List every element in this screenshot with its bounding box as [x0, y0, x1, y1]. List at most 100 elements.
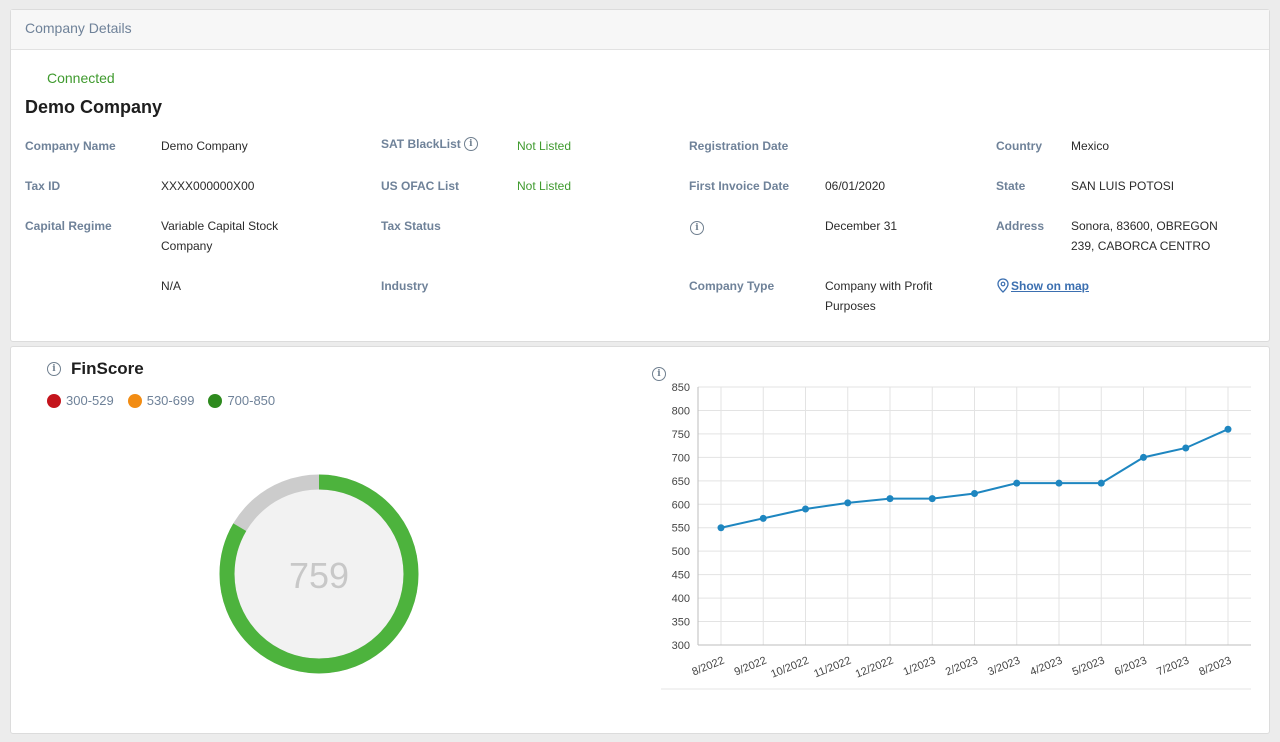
- data-point: [1224, 425, 1232, 433]
- finscore-card: i FinScore 300-529 530-699 700-850 759 i…: [10, 346, 1270, 734]
- sat-blacklist-value: Not Listed: [517, 139, 572, 153]
- chart-info: i: [652, 365, 666, 383]
- state-value: SAN LUIS POTOSI: [1071, 179, 1175, 193]
- first-invoice-date-label: First Invoice Date: [689, 179, 790, 193]
- x-tick-label: 11/2022: [812, 655, 853, 681]
- data-point: [1140, 453, 1147, 461]
- x-tick-label: 7/2023: [1155, 655, 1191, 679]
- show-on-map-link[interactable]: Show on map: [997, 278, 1089, 293]
- x-tick-label: 4/2023: [1028, 655, 1064, 679]
- tax-id-value: XXXX000000X00: [161, 179, 255, 193]
- country-label: Country: [996, 139, 1042, 153]
- show-on-map-label[interactable]: Show on map: [1011, 278, 1089, 293]
- gauge-center: [234, 489, 404, 659]
- legend-dot-low: [47, 393, 61, 408]
- y-tick-label: 400: [672, 593, 690, 605]
- finscore-gauge: 759: [219, 474, 419, 674]
- data-point: [1055, 479, 1063, 487]
- y-tick-label: 550: [672, 523, 690, 535]
- score-range-legend: 300-529 530-699 700-850: [47, 393, 275, 408]
- company-name-label: Company Name: [25, 139, 116, 153]
- y-tick-label: 650: [672, 476, 690, 488]
- sat-blacklist-label-group: SAT BlackList i: [381, 137, 478, 151]
- capital-regime-line-2: Company: [161, 239, 213, 253]
- registration-date-label: Registration Date: [689, 139, 789, 153]
- data-point: [844, 499, 852, 507]
- x-tick-label: 2/2023: [944, 655, 980, 679]
- x-tick-label: 8/2022: [690, 655, 726, 679]
- data-point: [1182, 444, 1190, 452]
- y-tick-label: 350: [672, 617, 690, 629]
- company-details-header: Company Details: [11, 10, 1269, 50]
- x-tick-label: 5/2023: [1071, 655, 1107, 679]
- address-line-1: Sonora, 83600, OBREGON: [1071, 219, 1218, 233]
- info-icon[interactable]: i: [463, 137, 478, 151]
- legend-item-mid: 530-699: [127, 393, 195, 408]
- legend-dot-mid: [127, 393, 142, 408]
- x-tick-label: 1/2023: [902, 655, 938, 679]
- legend-item-high: 700-850: [208, 393, 275, 408]
- country-value: Mexico: [1071, 139, 1110, 153]
- y-tick-label: 800: [672, 405, 690, 417]
- industry-label: Industry: [381, 279, 429, 293]
- na-value: N/A: [161, 279, 182, 293]
- company-name-value: Demo Company: [161, 139, 248, 153]
- info-icon[interactable]: i: [652, 366, 666, 381]
- x-tick-label: 9/2022: [733, 655, 769, 679]
- capital-regime-value: Variable Capital Stock Company: [161, 216, 278, 256]
- legend-label-low: 300-529: [66, 393, 114, 408]
- data-point: [1013, 479, 1021, 487]
- state-label: State: [996, 179, 1026, 193]
- legend-dot-high: [208, 393, 223, 408]
- y-tick-label: 300: [672, 640, 690, 652]
- gauge-fill: [219, 474, 419, 674]
- us-ofac-label: US OFAC List: [381, 179, 460, 193]
- finscore-title: FinScore: [71, 359, 144, 378]
- company-type-value: Company with Profit Purposes: [825, 276, 932, 316]
- y-tick-label: 700: [672, 452, 690, 464]
- finscore-title-group: i FinScore: [47, 359, 144, 379]
- address-line-2: 239, CABORCA CENTRO: [1071, 239, 1211, 253]
- data-point: [886, 495, 894, 503]
- y-tick-label: 450: [672, 570, 690, 582]
- data-point: [759, 514, 767, 522]
- capital-regime-line-1: Variable Capital Stock: [161, 219, 279, 233]
- info-icon[interactable]: i: [47, 362, 61, 376]
- x-tick-label: 10/2022: [769, 655, 810, 681]
- company-type-label: Company Type: [689, 279, 775, 293]
- data-point: [802, 505, 809, 513]
- company-type-line-1: Company with Profit: [825, 279, 933, 293]
- data-point: [1097, 479, 1105, 487]
- capital-regime-label: Capital Regime: [25, 219, 112, 233]
- y-tick-label: 750: [672, 429, 690, 441]
- data-point: [717, 524, 725, 532]
- address-label: Address: [996, 219, 1045, 233]
- legend-label-high: 700-850: [227, 393, 276, 408]
- y-tick-label: 850: [672, 382, 690, 394]
- fiscal-year-end-value: December 31: [825, 219, 898, 233]
- score-value: 759: [289, 555, 349, 596]
- data-point: [971, 489, 978, 497]
- x-tick-label: 8/2023: [1197, 655, 1233, 679]
- company-details-card: Company Details Connected Demo Company C…: [10, 9, 1270, 342]
- info-icon[interactable]: i: [690, 220, 704, 235]
- legend-item-low: 300-529: [47, 393, 114, 408]
- data-point: [928, 495, 936, 503]
- fiscal-year-info: i: [690, 219, 704, 237]
- address-value: Sonora, 83600, OBREGON 239, CABORCA CENT…: [1071, 216, 1218, 256]
- first-invoice-date-value: 06/01/2020: [825, 179, 886, 193]
- legend-label-mid: 530-699: [146, 393, 195, 408]
- y-tick-label: 600: [672, 499, 690, 511]
- finscore-history-chart: 300 350 400 450 500 550 600 650 700 750 800 850 8/20…: [661, 382, 1251, 690]
- x-tick-label: 6/2023: [1113, 655, 1149, 679]
- sat-blacklist-label: SAT BlackList: [381, 137, 461, 151]
- x-tick-label: 3/2023: [986, 655, 1022, 679]
- us-ofac-value: Not Listed: [517, 179, 572, 193]
- tax-status-label: Tax Status: [381, 219, 441, 233]
- y-tick-label: 500: [672, 546, 690, 558]
- tax-id-label: Tax ID: [25, 179, 61, 193]
- x-tick-label: 12/2022: [854, 655, 895, 681]
- map-pin-icon: [997, 278, 1009, 293]
- company-title: Demo Company: [25, 97, 163, 117]
- company-type-line-2: Purposes: [825, 299, 876, 313]
